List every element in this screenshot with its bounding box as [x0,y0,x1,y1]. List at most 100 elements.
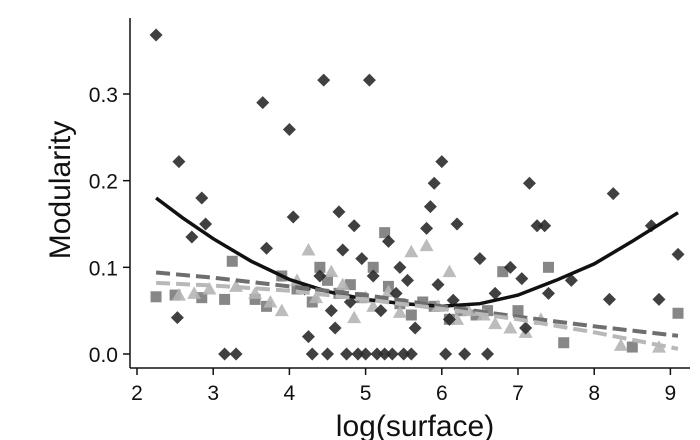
square-point [367,261,379,273]
diamond-point [374,304,388,318]
triangle-point [171,288,186,301]
diamond-point [324,304,338,318]
square-point [512,305,524,317]
diamond-point [431,278,445,292]
diamond-point [340,347,354,361]
x-tick-label: 5 [360,382,372,405]
triangle-point [202,281,217,295]
diamond-point [393,260,407,274]
x-axis-title: log(surface) [336,410,494,440]
triangle-point [404,244,419,258]
diamond-point [218,347,232,361]
x-tick-label: 3 [207,382,219,405]
square-point [626,341,638,353]
square-point [405,309,417,321]
diamond-point [602,292,616,306]
diamond-point [404,347,418,361]
diamond-point [328,321,342,335]
diamond-point [321,347,334,361]
y-axis-title: Modularity [44,121,77,259]
diamond-point [435,155,449,169]
diamond-point [229,347,243,361]
axis-ticks: 2 3 4 5 6 7 8 9 0.0 0.1 0.2 0.3 [89,84,676,405]
diamond-point [332,205,346,219]
square-point [226,255,238,267]
y-tick-label: 0.3 [89,84,118,107]
diamond-point [397,347,411,361]
diamond-point [355,252,369,266]
diamond-point [260,241,274,255]
triangle-point [274,303,289,317]
x-tick-label: 7 [512,382,524,405]
diamond-point [538,219,552,233]
diamond-point [481,347,495,361]
square-point [196,292,208,304]
triangle-point [442,264,457,278]
square-point [314,261,326,273]
diamond-point [317,73,331,87]
square-point [344,279,356,291]
fit-line-dashed [156,280,679,351]
y-tick-label: 0.0 [89,344,118,367]
diamond-point [313,269,327,283]
triangle-point [392,305,407,318]
triangle-point [263,294,278,308]
diamond-point [301,330,315,344]
x-tick-label: 6 [436,382,448,405]
diamond-point [362,73,376,87]
triangle-point [613,338,628,351]
diamond-point [446,293,460,307]
diamond-point [149,28,163,42]
diamond-point [378,347,392,361]
triangle-point [335,277,350,291]
triangle-point [248,286,263,299]
diamond-point [381,234,395,248]
triangle-point [187,286,202,299]
diamond-point [282,123,296,137]
square-point [219,293,231,305]
diamond-point [439,347,453,361]
diamond-point [347,219,361,233]
diamond-point [199,217,213,231]
diamond-point [541,286,555,300]
diamond-point [564,273,578,287]
x-tick-label: 8 [588,382,600,405]
diamond-point [522,176,536,190]
diamond-point [423,200,437,214]
diamond-point [420,221,434,235]
triangle-point [324,264,339,278]
diamond-point [185,230,199,244]
triangle-point [419,238,434,252]
square-point [249,293,261,305]
y-tick-label: 0.2 [89,171,118,194]
diamond-point [473,252,487,266]
diamond-point [503,260,517,274]
diamond-point [286,210,300,224]
triangle-point [347,310,362,324]
diamond-point [530,219,544,233]
diamond-point [305,347,319,361]
diamond-point [370,347,384,361]
y-tick-label: 0.1 [89,257,118,280]
diamond-point [606,187,620,201]
triangle-point [503,320,518,334]
triangle-point [488,316,503,330]
diamond-point [408,321,422,335]
fit-line-dashed [155,270,679,338]
plot-area [149,28,685,361]
diamond-point [427,176,441,190]
square-point [542,261,554,273]
diamond-point [515,272,529,286]
diamond-point [652,292,666,306]
x-tick-label: 9 [665,382,677,405]
diamond-point [256,96,270,110]
diamond-point [401,273,415,287]
square-point [379,227,391,239]
diamond-point [351,347,365,361]
diamond-point [366,269,380,283]
diamond-point [488,286,502,300]
triangle-point [309,290,324,304]
diamond-point [671,247,685,261]
diamond-point [442,312,456,326]
